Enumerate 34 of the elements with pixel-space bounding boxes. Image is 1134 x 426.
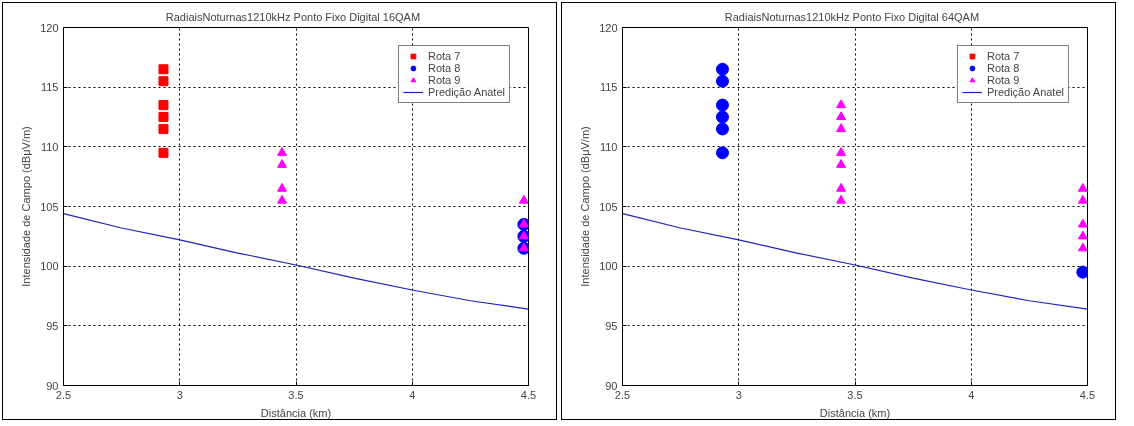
x-tick-label: 3.5 (847, 388, 863, 401)
legend-label: Predição Anatel (427, 86, 505, 98)
x-tick-label: 3.5 (288, 388, 304, 401)
x-tick-label: 3 (735, 388, 742, 401)
x-tick-label: 4 (968, 388, 975, 401)
x-tick-label: 4 (409, 388, 416, 401)
y-tick-label: 95 (46, 319, 59, 332)
y-axis-title: Intensidade de Campo (dBμV/m) (579, 126, 592, 287)
y-axis-title: Intensidade de Campo (dBμV/m) (20, 126, 33, 287)
y-tick-label: 105 (40, 200, 59, 213)
y-tick-label: 110 (40, 140, 59, 153)
x-axis-title: Distância (km) (260, 406, 332, 419)
legend-label: Rota 8 (427, 62, 461, 74)
x-tick-label: 4.5 (1079, 388, 1096, 401)
legend-label: Rota 7 (427, 50, 461, 62)
legend-label: Rota 7 (986, 50, 1020, 62)
y-tick-label: 100 (599, 260, 618, 273)
y-tick-label: 105 (599, 200, 618, 213)
y-tick-label: 100 (40, 260, 59, 273)
y-tick-label: 120 (40, 21, 59, 34)
y-tick-label: 110 (599, 140, 618, 153)
x-tick-label: 4.5 (520, 388, 537, 401)
y-tick-label: 95 (605, 319, 618, 332)
chart-title: RadiaisNoturnas1210kHz Ponto Fixo Digital 64QAM (724, 10, 980, 23)
legend-label: Predição Anatel (986, 86, 1064, 98)
legend-label: Rota 8 (986, 62, 1020, 74)
y-tick-label: 115 (40, 81, 59, 94)
legend-label: Rota 9 (427, 74, 461, 86)
legend-label: Rota 9 (986, 74, 1020, 86)
x-axis-title: Distância (km) (819, 406, 891, 419)
y-tick-label: 120 (599, 21, 618, 34)
x-tick-label: 3 (176, 388, 183, 401)
y-tick-label: 115 (599, 81, 618, 94)
chart-title: RadiaisNoturnas1210kHz Ponto Fixo Digital 16QAM (165, 10, 421, 23)
